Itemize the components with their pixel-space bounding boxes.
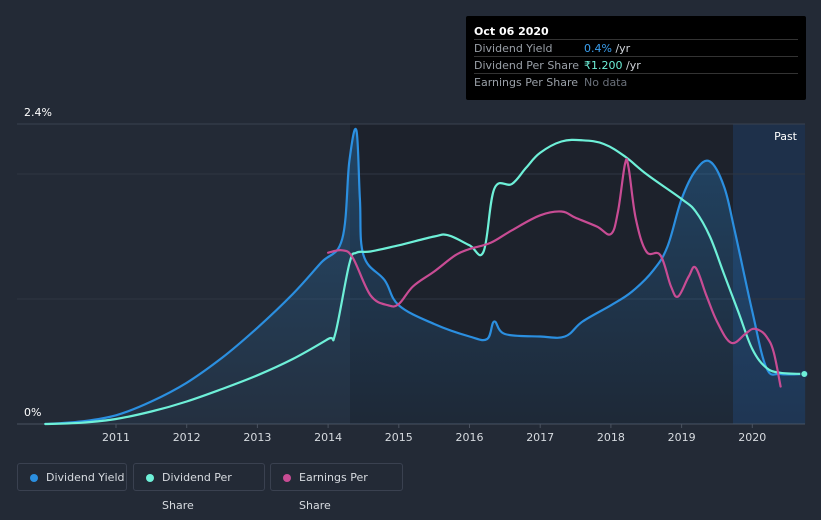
x-tick-label: 2013 bbox=[243, 431, 271, 444]
legend-item-dividend-yield[interactable]: Dividend Yield bbox=[17, 463, 127, 491]
legend-label: Dividend Yield bbox=[46, 471, 125, 484]
tooltip-row-earnings-per-share: Earnings Per Share No data bbox=[474, 73, 798, 91]
tooltip-row-dividend-yield: Dividend Yield 0.4% /yr bbox=[474, 39, 798, 57]
tooltip-date: Oct 06 2020 bbox=[474, 25, 549, 38]
legend-item-earnings-per-share[interactable]: Earnings Per Share bbox=[270, 463, 403, 512]
x-tick-label: 2017 bbox=[526, 431, 554, 444]
past-label: Past bbox=[774, 130, 798, 143]
x-tick-label: 2020 bbox=[738, 431, 766, 444]
dividend-per-share-end-marker bbox=[800, 370, 809, 378]
earnings-per-share-line bbox=[327, 158, 782, 388]
x-tick-label: 2019 bbox=[668, 431, 696, 444]
tooltip-value: 0.4% /yr bbox=[584, 42, 630, 55]
legend-dot-icon bbox=[30, 474, 38, 482]
tooltip-number: 0.4% bbox=[584, 42, 612, 55]
x-tick-label: 2018 bbox=[597, 431, 625, 444]
tooltip-value: No data bbox=[584, 76, 627, 89]
x-tick-label: 2014 bbox=[314, 431, 342, 444]
y-tick-bottom: 0% bbox=[24, 406, 41, 419]
legend-item-dividend-per-share[interactable]: Dividend Per Share bbox=[133, 463, 265, 512]
tooltip-unit: /yr bbox=[611, 42, 631, 55]
chart-area: 2.4% 0% Past 2011 2012 2013 2014 2015 2016 201… bbox=[17, 106, 809, 444]
tooltip-value: ₹1.200 /yr bbox=[584, 59, 641, 72]
tooltip-unit: /yr bbox=[622, 59, 641, 72]
x-axis-ticks: 2011 2012 2013 2014 2015 2016 2017 2018 2019 2020 bbox=[102, 424, 766, 444]
legend-dot-icon bbox=[146, 474, 154, 482]
x-tick-label: 2015 bbox=[385, 431, 413, 444]
x-tick-label: 2011 bbox=[102, 431, 130, 444]
tooltip-label: Dividend Yield bbox=[474, 42, 553, 55]
tooltip-label: Dividend Per Share bbox=[474, 59, 580, 72]
dividend-yield-line bbox=[44, 127, 807, 426]
series-layer bbox=[44, 127, 809, 426]
chart-svg: 2.4% 0% Past 2011 2012 2013 2014 2015 2016 201… bbox=[17, 106, 809, 444]
dividend-per-share-line bbox=[44, 138, 807, 426]
tooltip-row-dividend-per-share: Dividend Per Share ₹1.200 /yr bbox=[474, 56, 798, 74]
x-tick-label: 2012 bbox=[173, 431, 201, 444]
tooltip: Oct 06 2020 Dividend Yield 0.4% /yr Divi… bbox=[466, 16, 806, 100]
dividend-yield-area bbox=[45, 128, 806, 424]
tooltip-label: Earnings Per Share bbox=[474, 76, 579, 89]
tooltip-number: ₹1.200 bbox=[584, 59, 623, 72]
y-tick-top: 2.4% bbox=[24, 106, 52, 119]
tooltip-number: No data bbox=[584, 76, 628, 89]
x-tick-label: 2016 bbox=[456, 431, 484, 444]
legend-dot-icon bbox=[283, 474, 291, 482]
